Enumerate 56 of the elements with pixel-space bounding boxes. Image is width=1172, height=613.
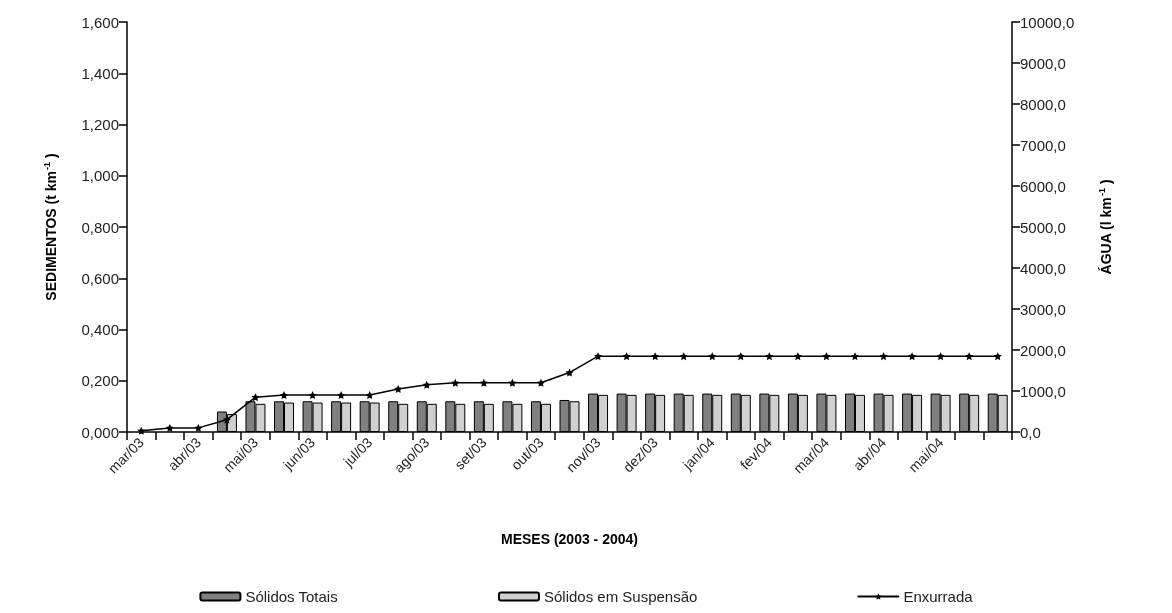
point: [879, 352, 888, 361]
y-axis-title: SEDIMENTOS (t km-1): [41, 153, 59, 301]
point: [993, 352, 1002, 361]
y2-tick-label: 9000,0: [1020, 54, 1066, 72]
y2-tick-label: 4000,0: [1020, 259, 1066, 277]
point: [594, 352, 603, 361]
y-tick-label: 1,000: [81, 167, 119, 185]
point: [337, 391, 346, 400]
y-tick-label: 1,600: [81, 13, 119, 31]
point: [850, 352, 859, 361]
point: [422, 380, 431, 389]
y2-tick-label: 6000,0: [1020, 177, 1066, 195]
y2-tick-label: 0,0: [1020, 423, 1041, 441]
point: [222, 415, 231, 424]
y-tick-label: 0,800: [81, 218, 119, 236]
point: [280, 391, 289, 400]
point: [622, 352, 631, 361]
point: [965, 352, 974, 361]
point: [736, 352, 745, 361]
point: [651, 352, 660, 361]
point: [194, 423, 203, 432]
point: [165, 423, 174, 432]
y2-tick-label: 3000,0: [1020, 300, 1066, 318]
point: [394, 384, 403, 393]
y2-tick-label: 10000,0: [1020, 13, 1075, 31]
y-tick-label: 1,200: [81, 116, 119, 133]
point: [793, 352, 802, 361]
point: [365, 391, 374, 400]
y-tick-label: 0,000: [81, 423, 119, 441]
point: [822, 352, 831, 361]
legend-label: Sólidos Totais: [245, 588, 338, 605]
y-tick-label: 0,200: [81, 372, 119, 390]
y-tick-label: 0,600: [81, 269, 119, 287]
y2-tick-label: 8000,0: [1020, 95, 1066, 113]
point: [536, 378, 545, 387]
point: [508, 378, 517, 387]
point: [679, 352, 688, 361]
y2-tick-label: 7000,0: [1020, 136, 1066, 154]
y2-axis-title: ÁGUA (l km-1): [1096, 179, 1114, 275]
point: [308, 391, 317, 400]
y2-tick-label: 2000,0: [1020, 341, 1066, 359]
point: [765, 352, 774, 361]
point: [708, 352, 717, 361]
point: [251, 393, 260, 402]
y2-tick-label: 5000,0: [1020, 218, 1066, 236]
legend-label: Enxurrada: [903, 588, 974, 605]
legend-label: Sólidos em Suspensão: [543, 588, 698, 605]
point: [908, 352, 917, 361]
point: [936, 352, 945, 361]
point: [137, 426, 146, 435]
x-axis-title: MESES (2003 - 2004): [501, 531, 638, 547]
point: [451, 378, 460, 387]
y-tick-label: 0,400: [81, 321, 119, 338]
y-tick-label: 1,400: [81, 64, 119, 82]
point: [565, 368, 574, 377]
y2-tick-label: 1000,0: [1020, 382, 1066, 400]
